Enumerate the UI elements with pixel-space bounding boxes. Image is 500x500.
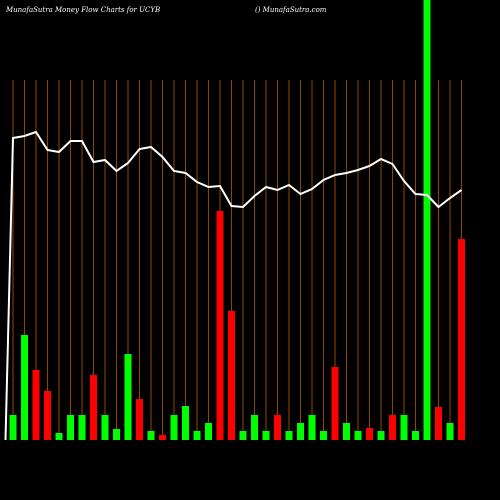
bar	[124, 354, 132, 440]
bar	[170, 415, 178, 440]
bar	[101, 415, 109, 440]
bar	[205, 423, 212, 440]
bar	[423, 0, 431, 440]
bar	[78, 415, 86, 440]
chart-title: MunafaSutra Money Flow Charts for UCYB	[5, 6, 160, 14]
bar	[67, 415, 74, 440]
bar	[239, 431, 247, 440]
bar	[55, 433, 63, 440]
bar	[44, 391, 51, 440]
bar	[354, 431, 362, 440]
bar	[377, 431, 385, 440]
bar	[389, 415, 396, 440]
bar	[147, 431, 155, 440]
bar	[251, 415, 258, 440]
bar	[297, 423, 304, 440]
bar	[21, 335, 28, 440]
chart-subtitle: () MunafaSutra.com	[255, 6, 327, 14]
bar	[343, 423, 350, 440]
money-flow-line	[4, 130, 463, 441]
bar	[331, 367, 339, 440]
bar	[366, 428, 373, 440]
bar	[136, 399, 143, 440]
bar	[90, 375, 97, 440]
bar	[159, 435, 166, 440]
bar	[412, 431, 419, 440]
bar	[262, 431, 270, 440]
bar	[32, 370, 40, 440]
bar	[458, 239, 465, 440]
bar	[228, 311, 235, 440]
bar	[320, 431, 327, 440]
bar	[274, 415, 281, 440]
bar	[446, 423, 454, 440]
bar	[400, 415, 408, 440]
bar	[435, 407, 442, 440]
bar	[308, 415, 316, 440]
bar	[285, 431, 293, 440]
bar	[9, 415, 17, 440]
bar	[182, 406, 189, 440]
bar	[113, 429, 120, 440]
bar	[216, 211, 224, 440]
bar	[193, 431, 201, 440]
